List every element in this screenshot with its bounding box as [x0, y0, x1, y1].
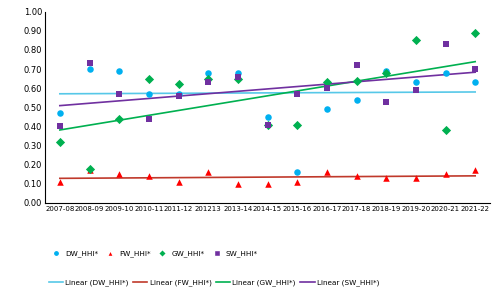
Point — [471, 67, 479, 71]
Point — [145, 117, 153, 121]
Point — [56, 139, 64, 144]
Point — [234, 74, 242, 79]
Point — [382, 70, 390, 75]
Point — [145, 174, 153, 179]
Point — [442, 42, 450, 46]
Point — [204, 70, 212, 75]
Point — [115, 117, 123, 121]
Point — [204, 80, 212, 85]
Point — [174, 93, 182, 98]
Point — [204, 76, 212, 81]
Point — [56, 124, 64, 129]
Point — [115, 172, 123, 177]
Point — [471, 80, 479, 85]
Point — [293, 122, 301, 127]
Point — [293, 92, 301, 96]
Point — [145, 92, 153, 96]
Point — [442, 128, 450, 133]
Point — [145, 76, 153, 81]
Point — [382, 69, 390, 73]
Point — [442, 172, 450, 177]
Point — [471, 30, 479, 35]
Point — [56, 111, 64, 115]
Point — [174, 82, 182, 87]
Point — [86, 168, 94, 173]
Point — [174, 180, 182, 184]
Point — [412, 88, 420, 93]
Point — [86, 67, 94, 71]
Point — [204, 170, 212, 175]
Legend: DW_HHI*, FW_HHI*, GW_HHI*, SW_HHI*: DW_HHI*, FW_HHI*, GW_HHI*, SW_HHI* — [48, 251, 258, 258]
Point — [234, 76, 242, 81]
Point — [323, 170, 331, 175]
Legend: Linear (DW_HHI*), Linear (FW_HHI*), Linear (GW_HHI*), Linear (SW_HHI*): Linear (DW_HHI*), Linear (FW_HHI*), Line… — [48, 280, 379, 287]
Point — [174, 92, 182, 96]
Point — [115, 92, 123, 96]
Point — [352, 174, 360, 179]
Point — [264, 182, 272, 186]
Point — [412, 38, 420, 43]
Point — [264, 122, 272, 127]
Point — [442, 70, 450, 75]
Point — [412, 176, 420, 180]
Point — [115, 69, 123, 73]
Point — [471, 168, 479, 173]
Point — [264, 115, 272, 119]
Point — [352, 78, 360, 83]
Point — [234, 182, 242, 186]
Point — [412, 80, 420, 85]
Point — [56, 180, 64, 184]
Point — [86, 61, 94, 66]
Point — [234, 70, 242, 75]
Point — [352, 97, 360, 102]
Point — [352, 63, 360, 68]
Point — [293, 180, 301, 184]
Point — [323, 107, 331, 112]
Point — [382, 176, 390, 180]
Point — [293, 170, 301, 175]
Point — [382, 99, 390, 104]
Point — [323, 80, 331, 85]
Point — [86, 166, 94, 171]
Point — [264, 122, 272, 127]
Point — [323, 86, 331, 90]
